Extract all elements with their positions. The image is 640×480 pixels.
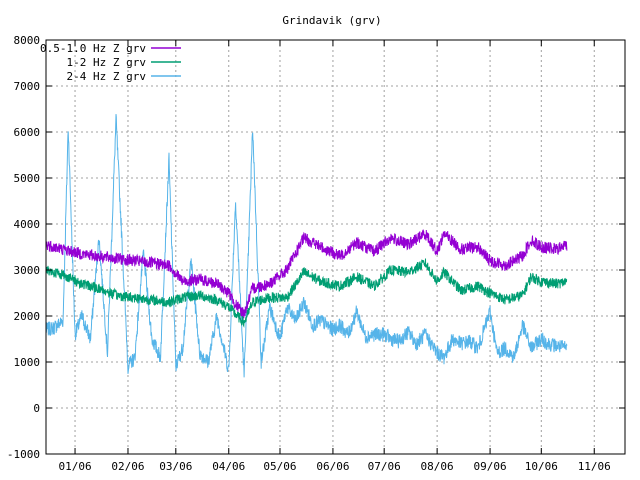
legend-label: 1-2 Hz Z grv <box>67 56 147 69</box>
x-tick-label: 04/06 <box>212 460 245 473</box>
series-layer <box>45 114 568 378</box>
y-tick-label: 2000 <box>14 310 41 323</box>
chart-title: Grindavik (grv) <box>282 14 381 27</box>
legend-label: 2-4 Hz Z grv <box>67 70 147 83</box>
y-tick-label: 1000 <box>14 356 41 369</box>
y-tick-label: 6000 <box>14 126 41 139</box>
x-tick-label: 02/06 <box>111 460 144 473</box>
y-tick-label: 0 <box>33 402 40 415</box>
x-tick-label: 11/06 <box>578 460 611 473</box>
x-tick-label: 07/06 <box>368 460 401 473</box>
legend-label: 0.5-1.0 Hz Z grv <box>40 42 146 55</box>
plot-frame <box>45 39 626 455</box>
y-tick-label: -1000 <box>7 448 40 461</box>
x-tick-label: 09/06 <box>474 460 507 473</box>
grid <box>46 40 625 454</box>
x-tick-label: 08/06 <box>421 460 454 473</box>
x-tick-label: 01/06 <box>58 460 91 473</box>
y-tick-label: 3000 <box>14 264 41 277</box>
x-tick-label: 03/06 <box>159 460 192 473</box>
series-line-1 <box>45 229 568 319</box>
x-tick-label: 10/06 <box>525 460 558 473</box>
series-line-3 <box>45 114 568 378</box>
y-tick-label: 4000 <box>14 218 41 231</box>
y-tick-label: 5000 <box>14 172 41 185</box>
axes: -1000 0 1000 2000 3000 4000 5000 6000 7000 8000 01… <box>7 34 625 473</box>
y-tick-label: 8000 <box>14 34 41 47</box>
y-tick-label: 7000 <box>14 80 41 93</box>
x-tick-label: 06/06 <box>316 460 349 473</box>
series-line-2 <box>45 258 568 328</box>
x-tick-label: 05/06 <box>263 460 296 473</box>
